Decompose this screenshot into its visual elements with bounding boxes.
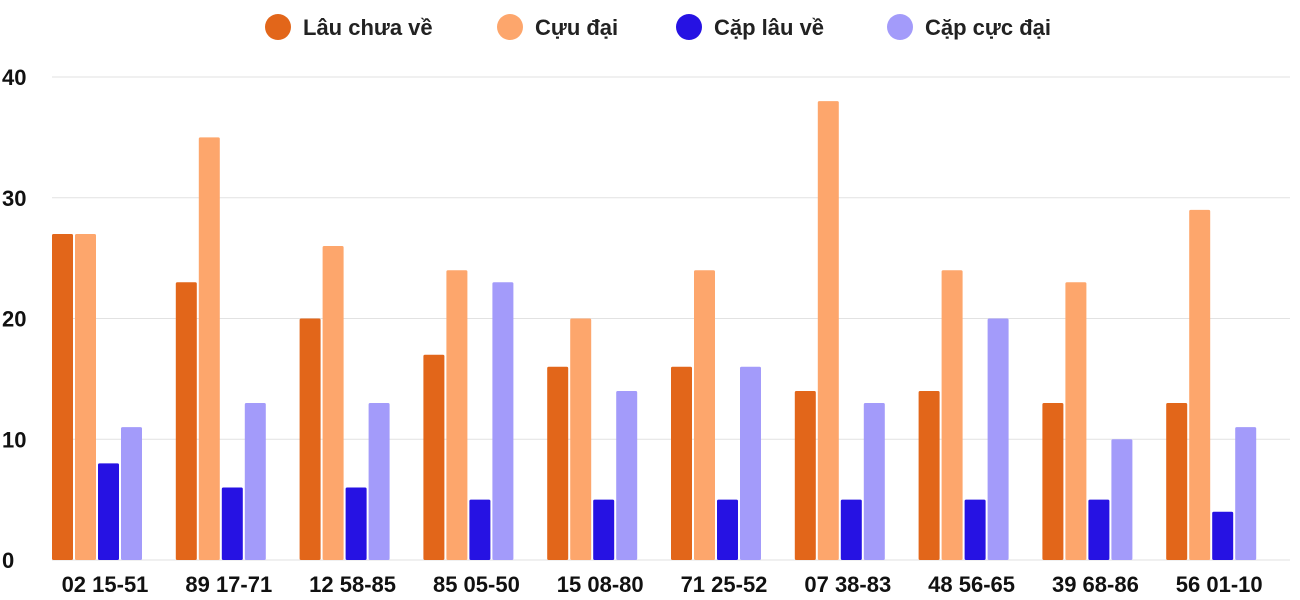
bar-15-08-80-series-0: [547, 366, 569, 560]
legend-label: Lâu chưa về: [303, 15, 433, 40]
y-tick-label: 10: [2, 427, 26, 452]
bar-07-38-83-series-0: [794, 390, 816, 560]
bar-39-68-86-series-0: [1042, 403, 1064, 560]
bar-15-08-80-series-3: [616, 390, 638, 560]
bar-12-58-85-series-1: [322, 246, 344, 561]
legend-swatch: [265, 14, 291, 40]
bars: [52, 101, 1257, 561]
y-tick-label: 40: [2, 65, 26, 90]
y-tick-label: 20: [2, 307, 26, 332]
bar-02-15-51-series-3: [121, 427, 142, 560]
bar-07-38-83-series-3: [863, 403, 885, 560]
bar-71-25-52-series-2: [717, 499, 738, 560]
bar-89-17-71-series-1: [198, 137, 220, 560]
y-axis-ticks: 0 10 20 30 40: [2, 65, 26, 573]
bar-85-05-50-series-3: [492, 282, 514, 560]
bar-89-17-71-series-3: [244, 403, 266, 560]
bar-56-01-10-series-2: [1212, 511, 1234, 560]
x-tick-label: 39 68-86: [1052, 572, 1139, 597]
y-tick-label: 30: [2, 186, 26, 211]
bar-56-01-10-series-1: [1189, 209, 1211, 560]
bar-15-08-80-series-1: [570, 318, 592, 560]
bar-12-58-85-series-3: [368, 403, 390, 560]
x-axis-labels: 02 15-51 89 17-71 12 58-85 85 05-50 15 08-80…: [62, 572, 1263, 597]
x-tick-label: 02 15-51: [62, 572, 149, 597]
bar-71-25-52-series-3: [740, 366, 761, 560]
bar-48-56-65-series-3: [987, 318, 1009, 560]
legend: Lâu chưa về Cựu đại Cặp lâu về Cặp cực đại: [265, 14, 1051, 40]
bar-89-17-71-series-2: [221, 487, 243, 560]
x-tick-label: 12 58-85: [309, 572, 396, 597]
bar-39-68-86-series-3: [1111, 439, 1133, 560]
bar-07-38-83-series-1: [817, 101, 839, 561]
x-tick-label: 48 56-65: [928, 572, 1015, 597]
bar-48-56-65-series-2: [964, 499, 986, 560]
x-tick-label: 56 01-10: [1176, 572, 1263, 597]
bar-02-15-51-series-0: [52, 233, 73, 560]
y-tick-label: 0: [2, 548, 14, 573]
bar-85-05-50-series-0: [423, 354, 445, 560]
x-tick-label: 85 05-50: [433, 572, 520, 597]
legend-label: Cựu đại: [535, 15, 618, 40]
bar-71-25-52-series-1: [694, 270, 715, 560]
bar-07-38-83-series-2: [840, 499, 862, 560]
legend-label: Cặp lâu về: [714, 15, 824, 40]
x-tick-label: 07 38-83: [804, 572, 891, 597]
legend-swatch: [887, 14, 913, 40]
legend-label: Cặp cực đại: [925, 15, 1051, 40]
bar-89-17-71-series-0: [175, 282, 197, 560]
bar-56-01-10-series-0: [1166, 403, 1188, 560]
bar-71-25-52-series-0: [671, 366, 692, 560]
x-tick-label: 71 25-52: [681, 572, 768, 597]
bar-15-08-80-series-2: [593, 499, 615, 560]
bar-12-58-85-series-0: [299, 318, 321, 560]
bar-48-56-65-series-1: [941, 270, 963, 560]
legend-swatch: [676, 14, 702, 40]
x-tick-label: 15 08-80: [557, 572, 644, 597]
bar-85-05-50-series-1: [446, 270, 468, 560]
bar-48-56-65-series-0: [918, 390, 940, 560]
legend-swatch: [497, 14, 523, 40]
bar-02-15-51-series-1: [75, 233, 96, 560]
bar-85-05-50-series-2: [469, 499, 491, 560]
bar-56-01-10-series-3: [1235, 427, 1257, 560]
bar-39-68-86-series-1: [1065, 282, 1087, 560]
bar-02-15-51-series-2: [98, 463, 119, 560]
bar-39-68-86-series-2: [1088, 499, 1110, 560]
bar-12-58-85-series-2: [345, 487, 367, 560]
x-tick-label: 89 17-71: [185, 572, 272, 597]
